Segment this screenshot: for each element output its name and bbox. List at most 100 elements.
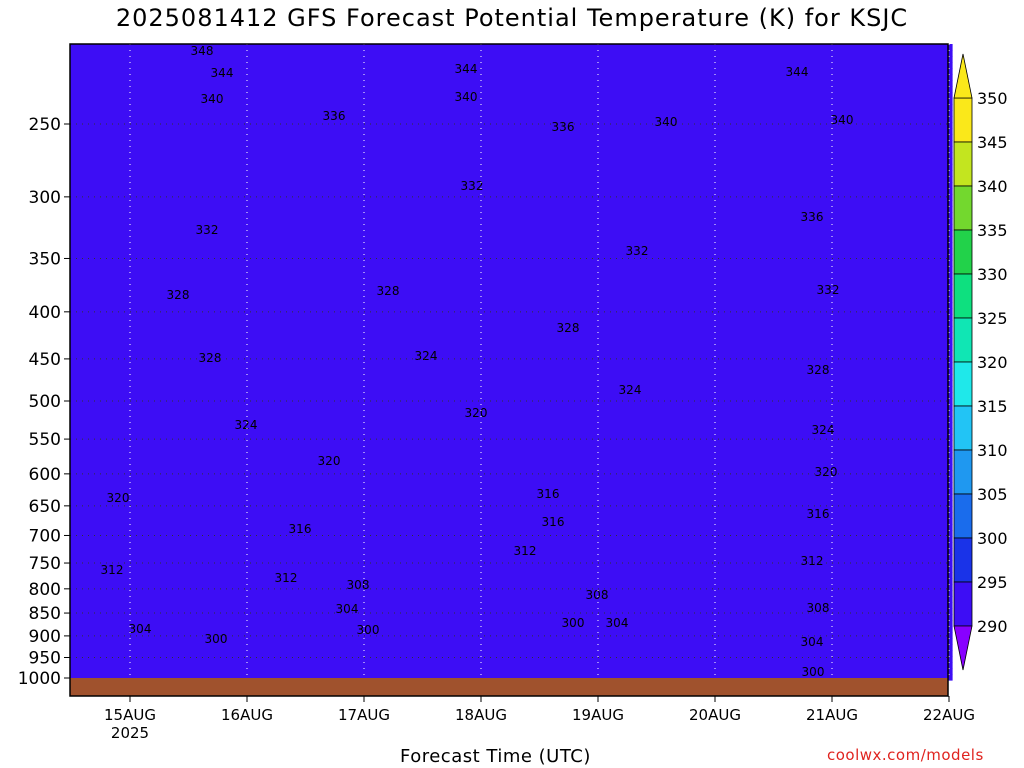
field-cell: [357, 356, 365, 363]
field-cell: [119, 482, 127, 489]
field-cell: [119, 656, 127, 663]
field-cell: [231, 56, 239, 63]
field-cell: [84, 332, 92, 339]
field-cell: [91, 98, 99, 105]
field-cell: [217, 470, 225, 477]
field-cell: [175, 284, 183, 291]
field-cell: [203, 548, 211, 555]
field-cell: [126, 560, 134, 567]
field-cell: [259, 440, 267, 447]
field-cell: [308, 506, 316, 513]
field-cell: [336, 404, 344, 411]
field-cell: [322, 524, 330, 531]
field-cell: [210, 92, 218, 99]
field-cell: [91, 188, 99, 195]
field-cell: [168, 620, 176, 627]
field-cell: [343, 524, 351, 531]
field-cell: [371, 278, 379, 285]
field-cell: [210, 320, 218, 327]
field-cell: [364, 674, 372, 681]
field-cell: [371, 236, 379, 243]
field-cell: [280, 398, 288, 405]
field-cell: [70, 86, 78, 93]
field-cell: [217, 332, 225, 339]
field-cell: [189, 50, 197, 57]
field-cell: [308, 518, 316, 525]
field-cell: [280, 284, 288, 291]
field-cell: [273, 530, 281, 537]
field-cell: [154, 302, 162, 309]
field-cell: [399, 44, 407, 51]
field-cell: [105, 374, 113, 381]
field-cell: [98, 110, 106, 117]
field-cell: [182, 296, 190, 303]
field-cell: [182, 446, 190, 453]
field-cell: [287, 134, 295, 141]
field-cell: [70, 350, 78, 357]
field-cell: [294, 272, 302, 279]
field-cell: [175, 620, 183, 627]
field-cell: [252, 146, 260, 153]
field-cell: [189, 488, 197, 495]
field-cell: [315, 110, 323, 117]
field-cell: [287, 62, 295, 69]
field-cell: [245, 302, 253, 309]
field-cell: [161, 242, 169, 249]
field-cell: [105, 404, 113, 411]
field-cell: [245, 428, 253, 435]
source-credit[interactable]: coolwx.com/models: [827, 746, 984, 764]
field-cell: [245, 530, 253, 537]
field-cell: [231, 506, 239, 513]
field-cell: [224, 602, 232, 609]
field-cell: [350, 296, 358, 303]
field-cell: [196, 302, 204, 309]
field-cell: [77, 320, 85, 327]
field-cell: [364, 470, 372, 477]
field-cell: [231, 392, 239, 399]
field-cell: [119, 206, 127, 213]
field-cell: [105, 548, 113, 555]
field-cell: [294, 512, 302, 519]
field-cell: [147, 488, 155, 495]
field-cell: [147, 314, 155, 321]
field-cell: [336, 434, 344, 441]
field-cell: [273, 398, 281, 405]
field-cell: [259, 188, 267, 195]
field-cell: [392, 254, 400, 261]
field-cell: [378, 344, 386, 351]
field-cell: [329, 446, 337, 453]
field-cell: [245, 434, 253, 441]
field-cell: [147, 128, 155, 135]
field-cell: [245, 44, 253, 51]
field-cell: [322, 236, 330, 243]
field-cell: [252, 374, 260, 381]
field-cell: [196, 404, 204, 411]
field-cell: [238, 200, 246, 207]
field-cell: [147, 530, 155, 537]
field-cell: [266, 404, 274, 411]
field-cell: [112, 554, 120, 561]
field-cell: [168, 62, 176, 69]
field-cell: [315, 410, 323, 417]
field-cell: [77, 44, 85, 51]
field-cell: [301, 416, 309, 423]
field-cell: [385, 578, 393, 585]
field-cell: [364, 488, 372, 495]
field-cell: [266, 104, 274, 111]
field-cell: [301, 320, 309, 327]
field-cell: [182, 272, 190, 279]
field-cell: [280, 278, 288, 285]
field-cell: [238, 266, 246, 273]
field-cell: [392, 116, 400, 123]
field-cell: [182, 368, 190, 375]
field-cell: [175, 578, 183, 585]
field-cell: [371, 608, 379, 615]
field-cell: [329, 488, 337, 495]
field-cell: [84, 50, 92, 57]
field-cell: [294, 230, 302, 237]
field-cell: [182, 212, 190, 219]
field-cell: [175, 656, 183, 663]
field-cell: [385, 188, 393, 195]
field-cell: [140, 92, 148, 99]
field-cell: [105, 596, 113, 603]
